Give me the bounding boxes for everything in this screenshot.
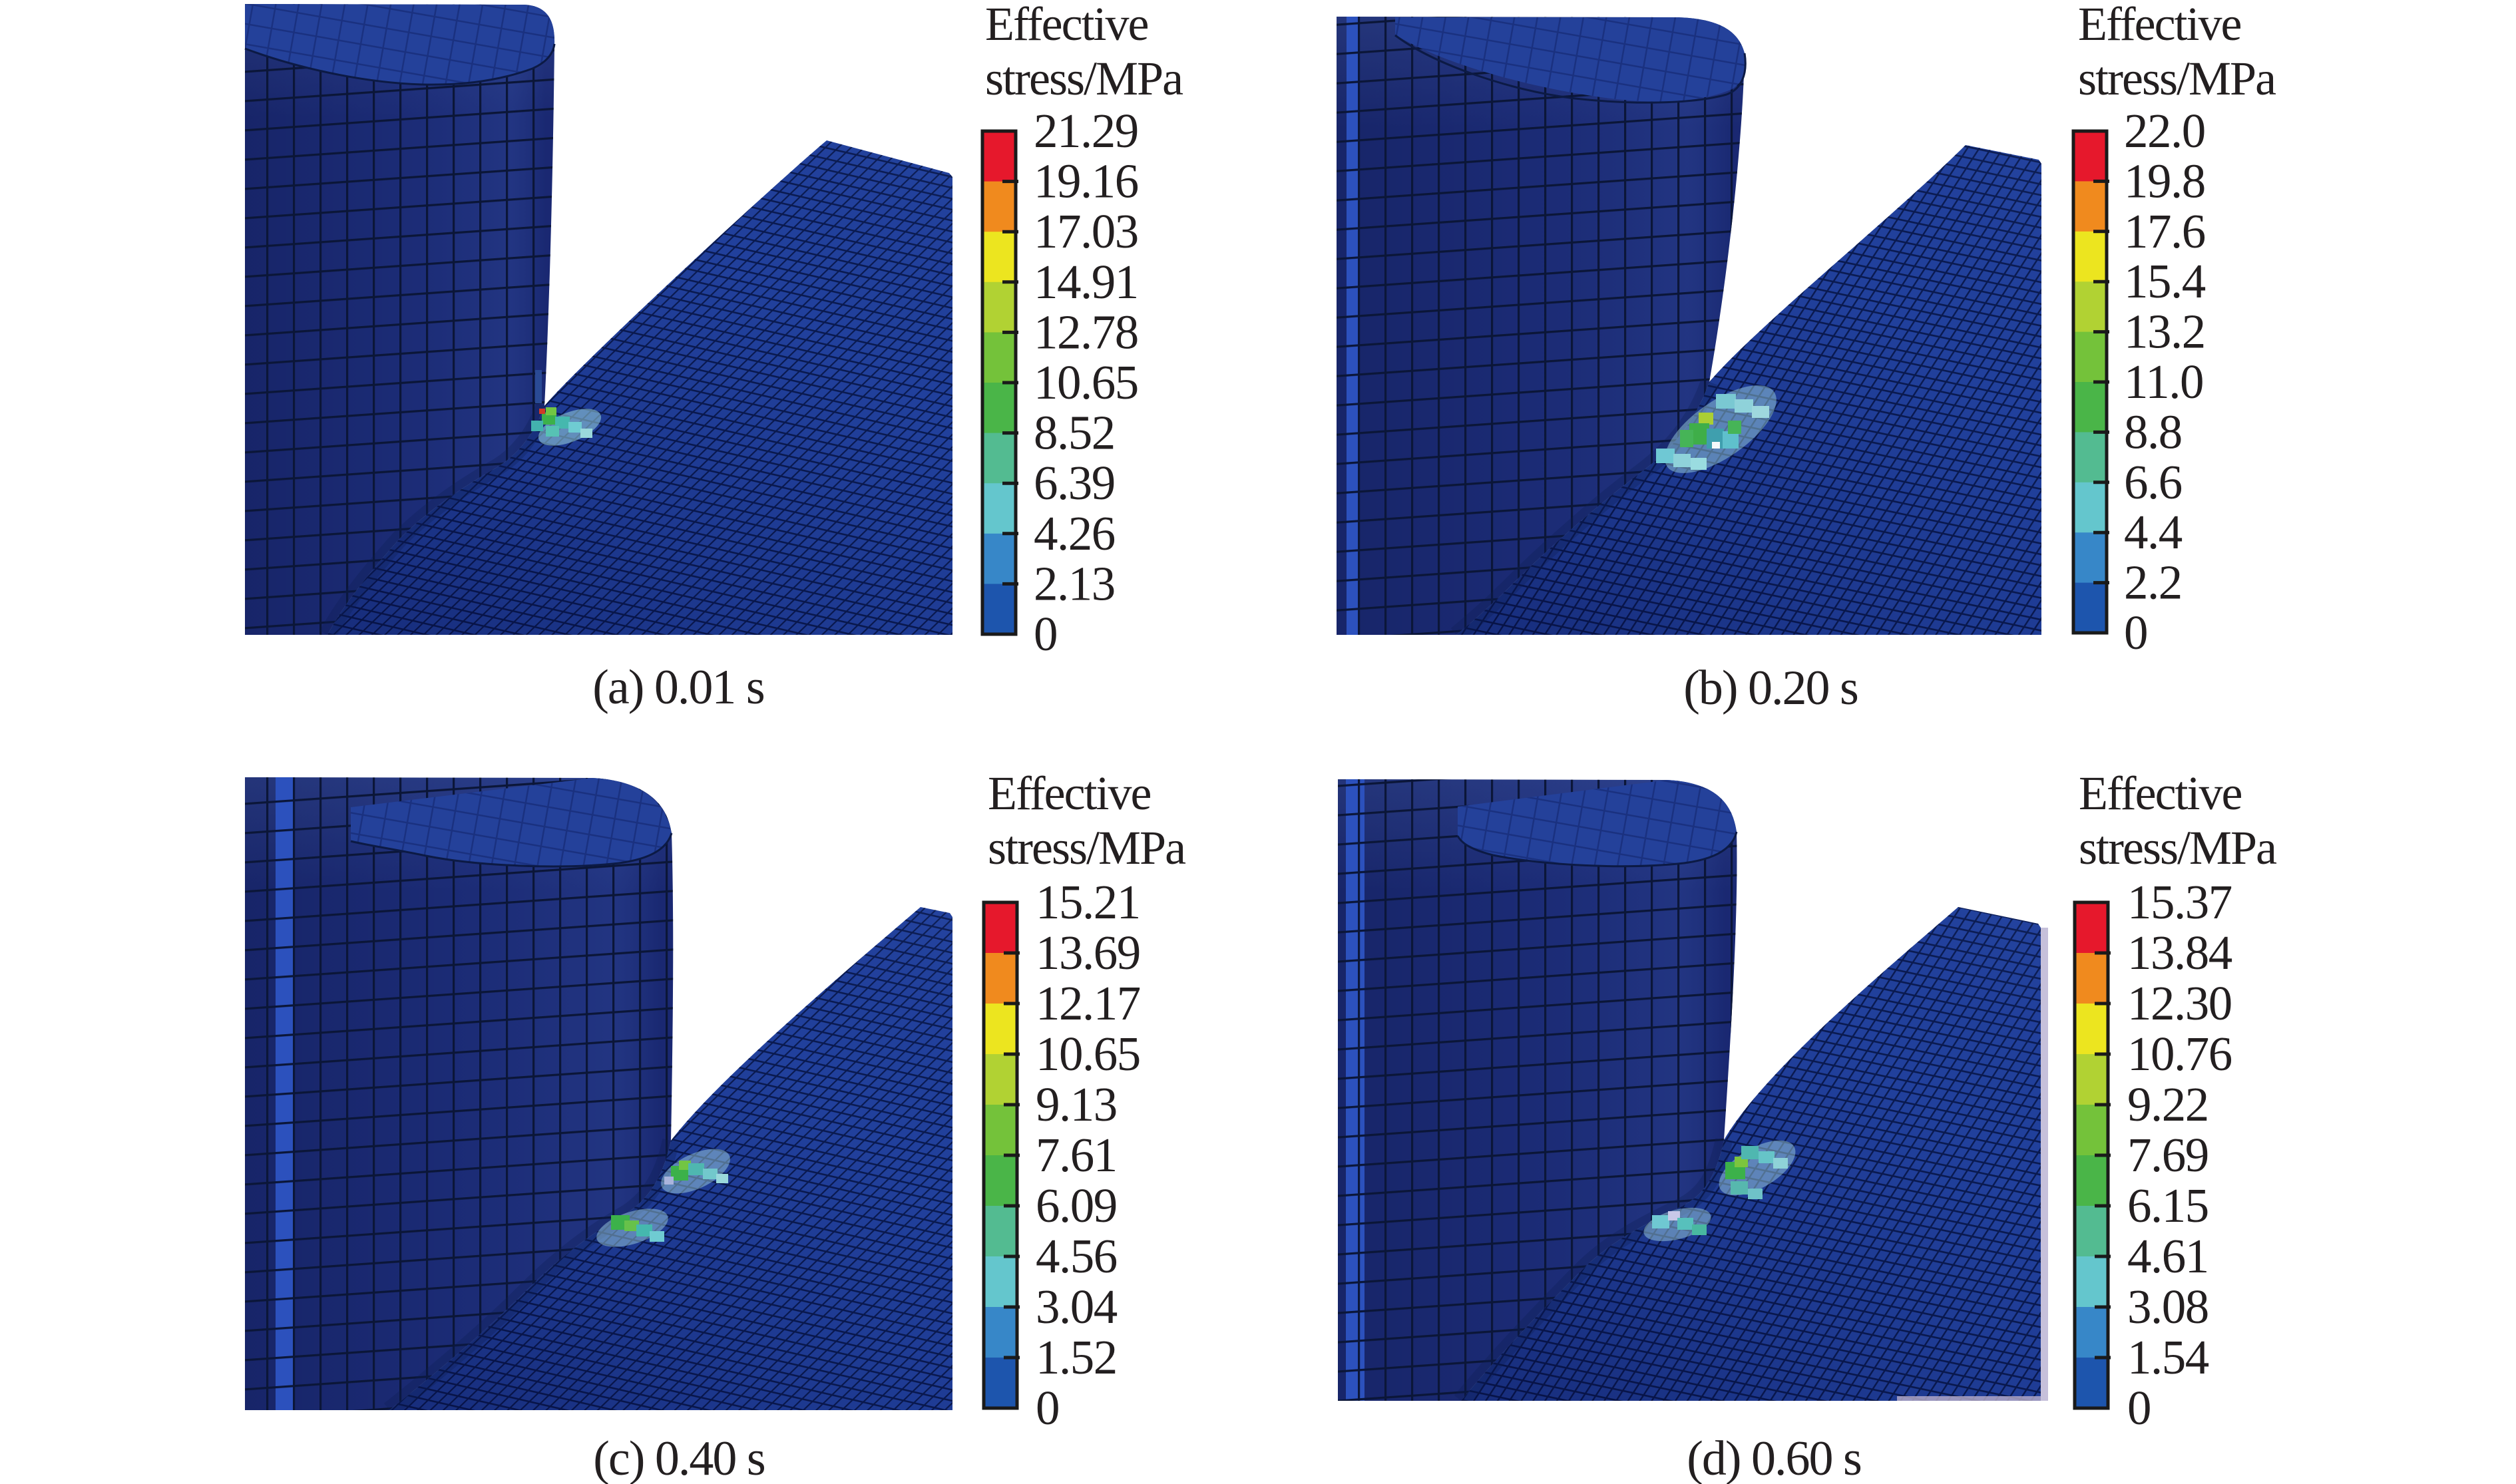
svg-text:4.56: 4.56 bbox=[1036, 1229, 1117, 1283]
svg-text:7.61: 7.61 bbox=[1036, 1128, 1117, 1182]
svg-text:15.37: 15.37 bbox=[2127, 875, 2232, 929]
svg-text:19.16: 19.16 bbox=[1034, 154, 1138, 208]
svg-text:19.8: 19.8 bbox=[2124, 154, 2205, 208]
svg-text:9.13: 9.13 bbox=[1036, 1077, 1117, 1131]
svg-text:stress/MPa: stress/MPa bbox=[985, 52, 1183, 105]
svg-text:1.54: 1.54 bbox=[2127, 1330, 2209, 1384]
svg-text:9.22: 9.22 bbox=[2127, 1077, 2208, 1131]
svg-text:(c) 0.40 s: (c) 0.40 s bbox=[593, 1431, 765, 1484]
svg-text:6.09: 6.09 bbox=[1036, 1179, 1117, 1232]
svg-text:stress/MPa: stress/MPa bbox=[2079, 821, 2276, 874]
svg-text:2.13: 2.13 bbox=[1034, 556, 1115, 610]
svg-text:10.65: 10.65 bbox=[1036, 1027, 1140, 1081]
svg-text:stress/MPa: stress/MPa bbox=[2078, 52, 2276, 105]
svg-text:3.08: 3.08 bbox=[2127, 1280, 2208, 1334]
svg-text:15.4: 15.4 bbox=[2124, 254, 2206, 308]
svg-text:10.65: 10.65 bbox=[1034, 355, 1138, 409]
svg-text:stress/MPa: stress/MPa bbox=[988, 821, 1185, 874]
svg-text:11.0: 11.0 bbox=[2124, 355, 2203, 409]
svg-text:10.76: 10.76 bbox=[2127, 1027, 2232, 1081]
svg-text:(b) 0.20 s: (b) 0.20 s bbox=[1683, 661, 1858, 715]
svg-text:13.2: 13.2 bbox=[2124, 305, 2205, 359]
svg-text:4.4: 4.4 bbox=[2124, 505, 2183, 559]
svg-text:0: 0 bbox=[1034, 607, 1057, 661]
svg-text:(d) 0.60 s: (d) 0.60 s bbox=[1687, 1431, 1861, 1484]
svg-text:0: 0 bbox=[2127, 1381, 2151, 1435]
svg-text:1.52: 1.52 bbox=[1036, 1330, 1117, 1384]
svg-text:13.69: 13.69 bbox=[1036, 926, 1140, 980]
svg-text:14.91: 14.91 bbox=[1034, 255, 1138, 309]
svg-text:12.17: 12.17 bbox=[1036, 976, 1140, 1030]
svg-text:7.69: 7.69 bbox=[2127, 1128, 2208, 1182]
svg-text:17.03: 17.03 bbox=[1034, 204, 1138, 258]
svg-text:17.6: 17.6 bbox=[2124, 204, 2205, 258]
svg-text:0: 0 bbox=[1036, 1381, 1059, 1435]
svg-text:22.0: 22.0 bbox=[2124, 104, 2205, 158]
svg-text:4.61: 4.61 bbox=[2127, 1229, 2208, 1283]
svg-text:Effective: Effective bbox=[988, 767, 1151, 820]
svg-text:4.26: 4.26 bbox=[1034, 506, 1115, 560]
svg-text:13.84: 13.84 bbox=[2127, 926, 2232, 980]
svg-text:0: 0 bbox=[2124, 606, 2147, 659]
svg-text:3.04: 3.04 bbox=[1036, 1280, 1118, 1334]
svg-text:2.2: 2.2 bbox=[2124, 556, 2182, 610]
svg-text:12.78: 12.78 bbox=[1034, 305, 1138, 359]
svg-text:Effective: Effective bbox=[2079, 767, 2242, 820]
svg-text:21.29: 21.29 bbox=[1034, 104, 1138, 158]
svg-text:8.52: 8.52 bbox=[1034, 406, 1115, 460]
svg-text:15.21: 15.21 bbox=[1036, 875, 1140, 929]
svg-text:Effective: Effective bbox=[985, 0, 1148, 51]
svg-text:(a) 0.01 s: (a) 0.01 s bbox=[592, 660, 764, 715]
svg-text:6.39: 6.39 bbox=[1034, 456, 1115, 510]
svg-text:Effective: Effective bbox=[2078, 0, 2241, 51]
svg-text:12.30: 12.30 bbox=[2127, 976, 2232, 1030]
svg-text:6.6: 6.6 bbox=[2124, 455, 2182, 509]
svg-text:8.8: 8.8 bbox=[2124, 405, 2182, 459]
svg-text:6.15: 6.15 bbox=[2127, 1179, 2208, 1232]
